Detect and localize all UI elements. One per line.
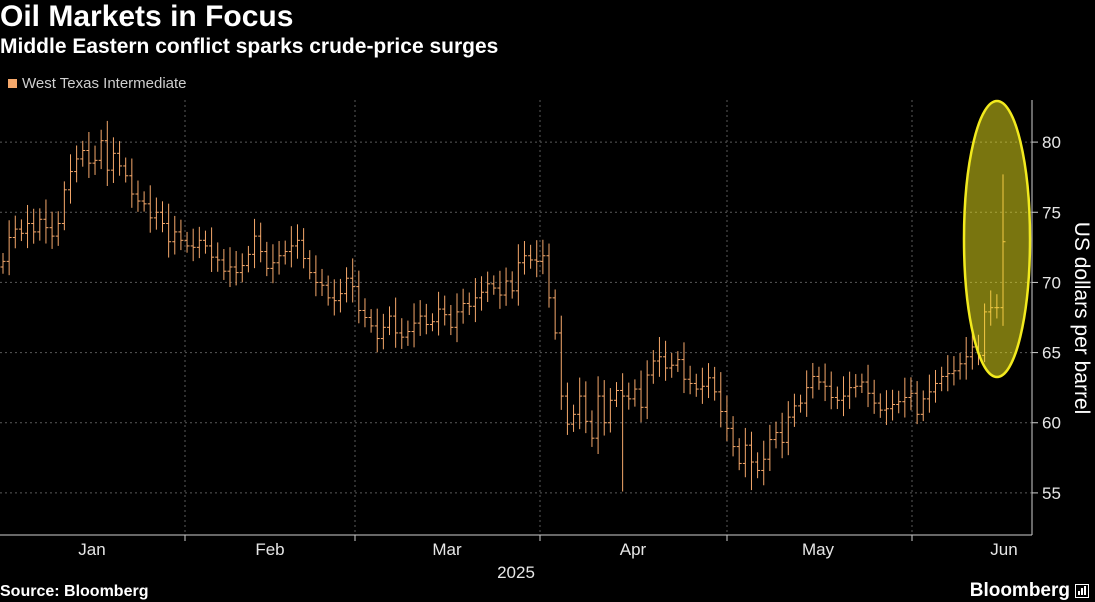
y-tick-label: 65 (1042, 344, 1061, 363)
x-tick-label: Mar (432, 540, 462, 559)
legend-swatch (8, 79, 17, 88)
y-tick-label: 80 (1042, 133, 1061, 152)
x-tick-label: Apr (620, 540, 647, 559)
chart-title: Oil Markets in Focus (0, 0, 294, 33)
highlight-ellipse (962, 99, 1032, 379)
y-tick-label: 55 (1042, 484, 1061, 503)
y-axis-title: US dollars per barrel (1070, 222, 1093, 415)
legend-label: West Texas Intermediate (22, 75, 187, 92)
source-note: Source: Bloomberg (0, 583, 149, 600)
brand-logo: Bloomberg (970, 580, 1089, 602)
bloomberg-terminal-icon (1075, 584, 1089, 598)
x-tick-label: Jan (78, 540, 105, 559)
x-tick-label: May (802, 540, 835, 559)
chart-subtitle: Middle Eastern conflict sparks crude-pri… (0, 35, 499, 58)
brand-name: Bloomberg (969, 580, 1070, 601)
legend: West Texas Intermediate (8, 75, 187, 92)
x-axis-year-label: 2025 (497, 563, 535, 582)
x-tick-label: Feb (255, 540, 284, 559)
x-tick-label: Jun (990, 540, 1017, 559)
y-tick-label: 70 (1042, 273, 1061, 292)
y-tick-label: 75 (1042, 203, 1061, 222)
y-tick-label: 60 (1042, 414, 1061, 433)
